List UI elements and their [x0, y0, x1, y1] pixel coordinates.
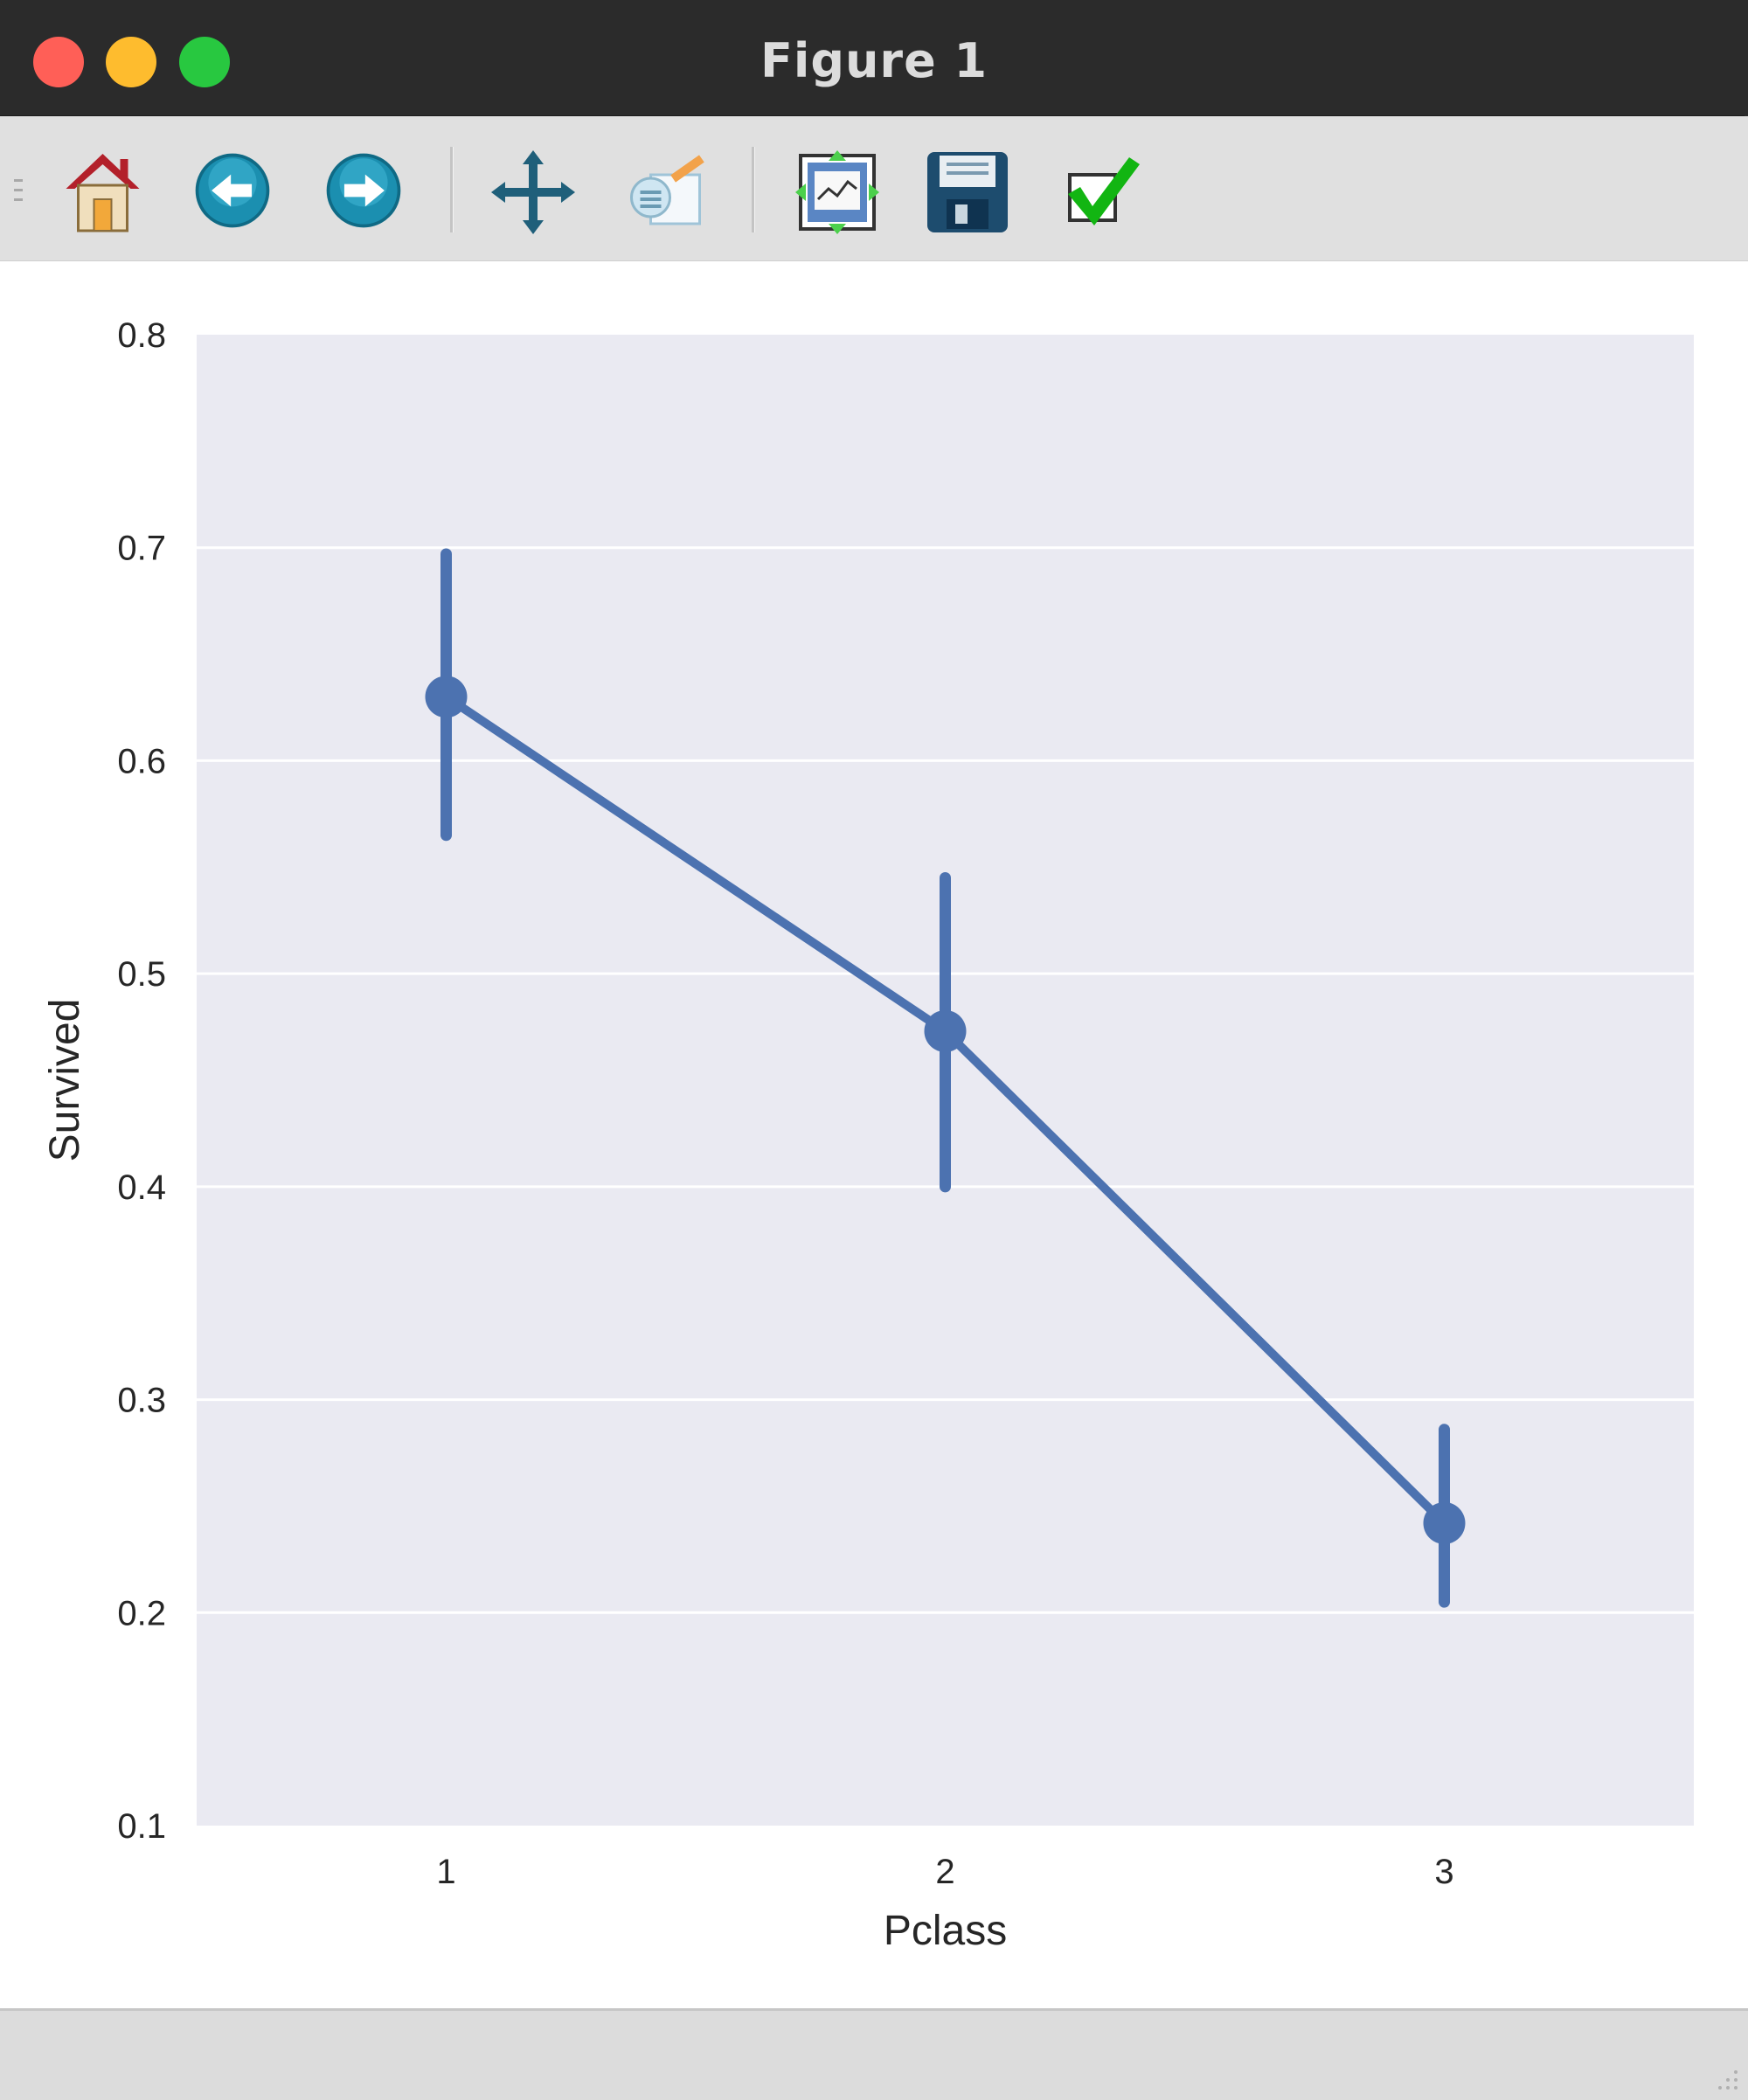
- data-point: [924, 1009, 967, 1052]
- y-tick-label: 0.8: [117, 316, 166, 355]
- zoom-button[interactable]: [622, 149, 714, 236]
- forward-button[interactable]: [323, 150, 404, 231]
- x-tick-label: 2: [935, 1853, 954, 1891]
- save-button[interactable]: [923, 149, 1012, 236]
- back-button[interactable]: [192, 150, 273, 231]
- y-tick-label: 0.5: [117, 955, 166, 994]
- x-tick-label: 3: [1434, 1853, 1453, 1891]
- maximize-window-button[interactable]: [179, 37, 230, 87]
- forward-arrow-icon: [326, 153, 401, 228]
- home-button[interactable]: [57, 149, 149, 236]
- window-titlebar: Figure 1: [0, 0, 1748, 116]
- status-bar: [0, 2008, 1748, 2100]
- toolbar-separator: [752, 147, 755, 232]
- x-axis-ticks: 1 2 3: [436, 1853, 1453, 1891]
- window-title: Figure 1: [760, 33, 988, 88]
- y-tick-label: 0.3: [117, 1382, 166, 1420]
- checkmark-icon: [1068, 157, 1140, 225]
- minimize-window-button[interactable]: [106, 37, 156, 87]
- back-arrow-icon: [195, 153, 270, 228]
- zoom-to-rect-icon: [630, 155, 704, 225]
- toolbar-grip-handle[interactable]: [12, 177, 24, 204]
- gridlines: [197, 546, 1694, 1614]
- y-axis-label: Survived: [42, 999, 88, 1162]
- y-tick-label: 0.7: [117, 530, 166, 568]
- y-axis-ticks: 0.1 0.2 0.3 0.4 0.5 0.6 0.7 0.8: [117, 316, 166, 1846]
- subplots-icon: [795, 150, 879, 234]
- y-tick-label: 0.1: [117, 1807, 166, 1846]
- y-tick-label: 0.6: [117, 742, 166, 780]
- edit-parameters-button[interactable]: [1056, 149, 1143, 236]
- y-tick-label: 0.4: [117, 1168, 166, 1207]
- resize-grip-icon[interactable]: [1715, 2067, 1741, 2093]
- figure-canvas[interactable]: 0.1 0.2 0.3 0.4 0.5 0.6 0.7 0.8 1 2 3 Survived Pc…: [0, 261, 1748, 2008]
- series: [425, 548, 1466, 1608]
- pan-button[interactable]: [489, 149, 577, 236]
- toolbar-separator: [450, 147, 454, 232]
- data-point: [1423, 1501, 1466, 1544]
- x-tick-label: 1: [436, 1853, 455, 1891]
- x-axis-label: Pclass: [884, 1908, 1007, 1954]
- point-plot: 0.1 0.2 0.3 0.4 0.5 0.6 0.7 0.8 1 2 3 Survived Pc…: [42, 316, 1694, 1954]
- y-tick-label: 0.2: [117, 1594, 166, 1632]
- floppy-disk-icon: [927, 152, 1008, 232]
- home-icon: [66, 154, 140, 232]
- data-point: [425, 676, 468, 718]
- move-arrows-icon: [491, 150, 575, 234]
- configure-subplots-button[interactable]: [794, 149, 881, 236]
- close-window-button[interactable]: [33, 37, 84, 87]
